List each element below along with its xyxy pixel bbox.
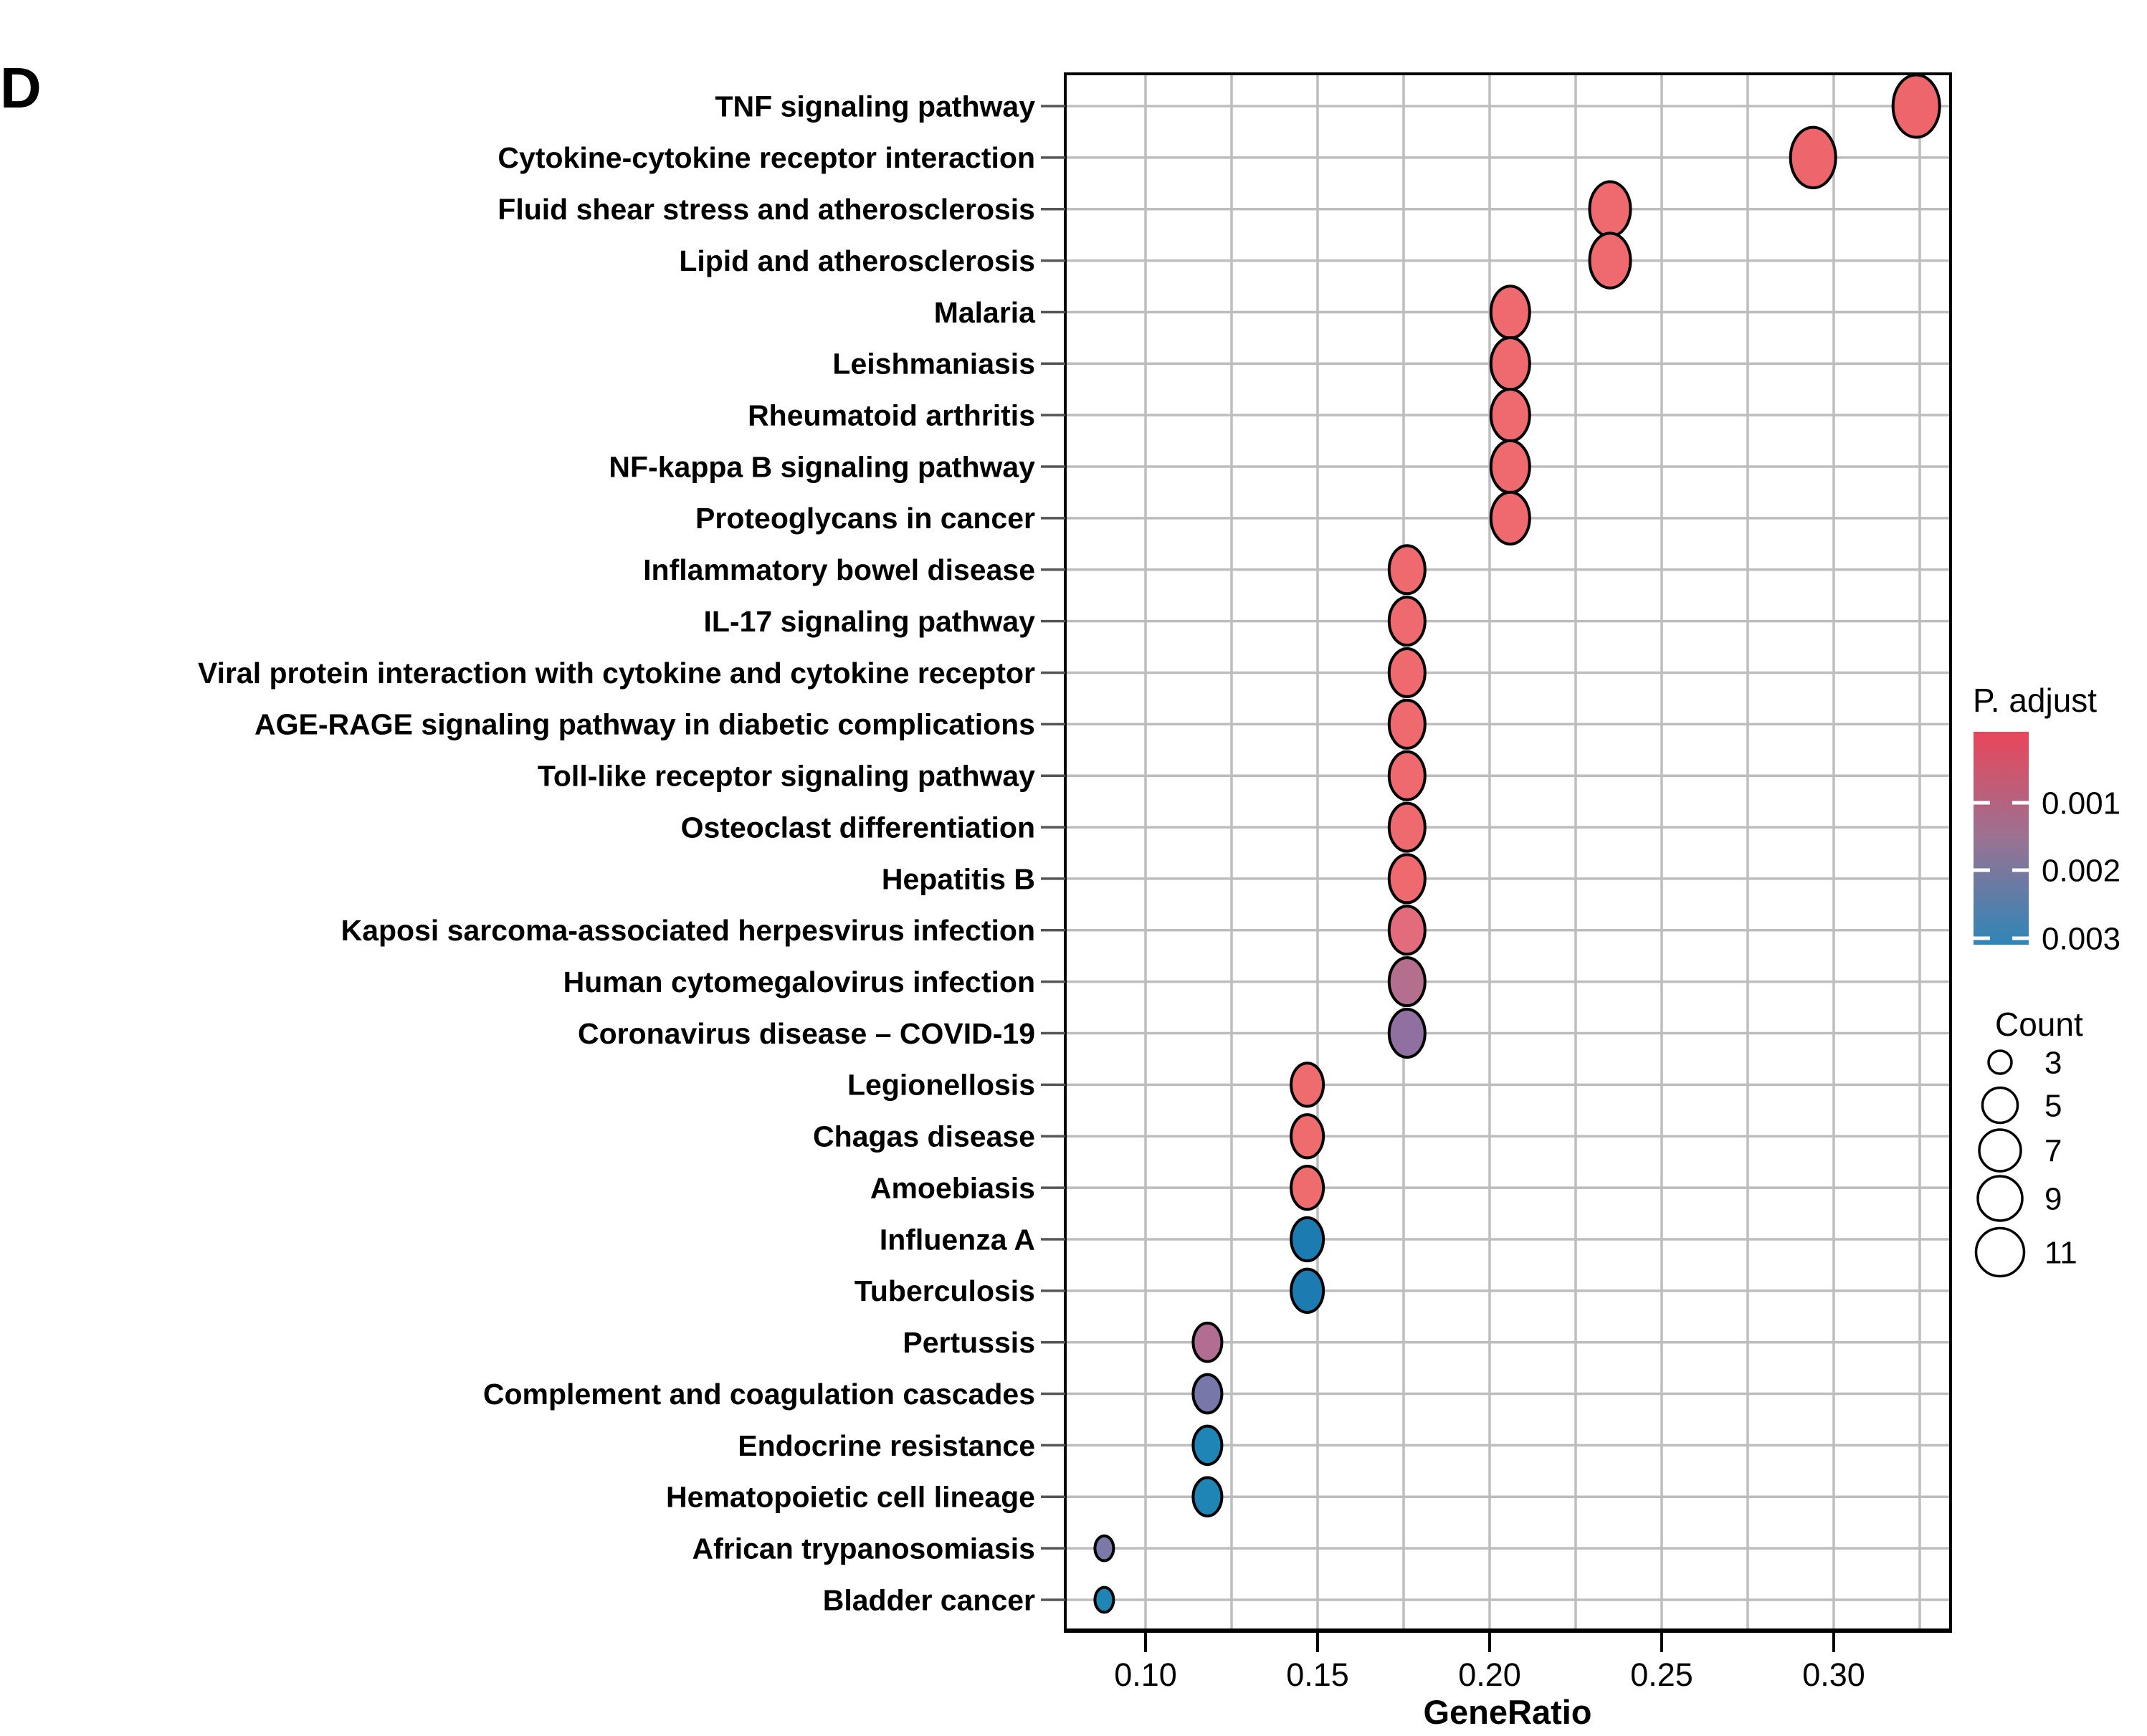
- pathway-bubble: [1891, 73, 1941, 139]
- pathway-bubble: [1489, 490, 1531, 546]
- y-axis-label: Human cytomegalovirus infection: [563, 965, 1035, 998]
- count-legend-circle: [1981, 1086, 2019, 1125]
- y-axis-label: Proteoglycans in cancer: [695, 502, 1035, 535]
- y-axis-label: Lipid and atherosclerosis: [679, 244, 1035, 277]
- pathway-bubble: [1387, 956, 1427, 1008]
- count-legend-circle: [1976, 1175, 2024, 1222]
- y-axis-label: Viral protein interaction with cytokine …: [198, 657, 1035, 690]
- y-axis-label: Legionellosis: [847, 1069, 1035, 1102]
- pathway-bubble: [1489, 285, 1531, 340]
- y-axis-label: Tuberculosis: [854, 1274, 1035, 1307]
- y-axis-label: Leishmaniasis: [832, 348, 1035, 381]
- x-axis: 0.10 0.15 0.20 0.25 0.30: [1114, 1631, 1865, 1693]
- pathway-bubble: [1191, 1321, 1224, 1363]
- count-legend-circle: [1974, 1226, 2026, 1278]
- p-adjust-tick-label: 0.001: [2042, 786, 2120, 821]
- x-axis-title: GeneRatio: [1423, 1693, 1591, 1731]
- y-axis-label: Complement and coagulation cascades: [483, 1378, 1035, 1411]
- gridlines: [1065, 74, 1951, 1631]
- x-tick-label: 0.10: [1114, 1656, 1177, 1693]
- y-axis-label: Hematopoietic cell lineage: [666, 1481, 1035, 1514]
- y-axis-label: Endocrine resistance: [738, 1429, 1035, 1462]
- pathway-bubble: [1290, 1216, 1325, 1263]
- count-legend-label: 5: [2044, 1088, 2062, 1123]
- pathway-bubble: [1489, 439, 1531, 495]
- pathway-bubble: [1387, 544, 1427, 596]
- y-axis-label: IL-17 signaling pathway: [704, 605, 1036, 638]
- pathway-bubble: [1387, 596, 1427, 647]
- pathway-bubble: [1387, 853, 1427, 905]
- x-tick-label: 0.30: [1802, 1656, 1865, 1693]
- pathway-bubble: [1387, 698, 1427, 750]
- pathway-bubble: [1489, 387, 1531, 443]
- y-axis-label: Pertussis: [903, 1326, 1035, 1359]
- legend-p-adjust: P. adjust 0.001 0.002 0.003: [1973, 682, 2120, 956]
- pathway-bubble: [1588, 232, 1632, 290]
- y-axis-label: African trypanosomiasis: [692, 1532, 1036, 1565]
- y-axis-label: Amoebiasis: [870, 1171, 1035, 1204]
- y-axis-label: Coronavirus disease – COVID-19: [578, 1017, 1035, 1050]
- y-axis-label: Rheumatoid arthritis: [748, 399, 1035, 432]
- pathway-bubble: [1093, 1534, 1115, 1563]
- count-legend-label: 7: [2044, 1133, 2062, 1168]
- pathway-bubble: [1093, 1585, 1115, 1614]
- y-axis-label: Malaria: [934, 296, 1036, 329]
- pathway-bubble: [1290, 1164, 1325, 1211]
- count-legend-circle: [1978, 1128, 2022, 1173]
- legend-p-adjust-title: P. adjust: [1973, 682, 2097, 719]
- x-tick-label: 0.15: [1286, 1656, 1349, 1693]
- y-axis-label: Bladder cancer: [823, 1583, 1035, 1616]
- y-axis-label: Osteoclast differentiation: [681, 811, 1035, 844]
- y-axis-label: Cytokine-cytokine receptor interaction: [498, 141, 1035, 174]
- bubbles: [1093, 73, 1941, 1614]
- x-tick-label: 0.20: [1458, 1656, 1521, 1693]
- y-axis-label: Toll-like receptor signaling pathway: [538, 760, 1035, 793]
- y-axis-label: Hepatitis B: [882, 862, 1035, 895]
- legend-count-title: Count: [1995, 1006, 2083, 1043]
- pathway-bubble: [1191, 1424, 1224, 1466]
- p-adjust-tick-label: 0.003: [2042, 921, 2120, 956]
- y-axis-label: Influenza A: [880, 1223, 1035, 1256]
- count-legend-label: 11: [2044, 1235, 2077, 1270]
- pathway-bubble: [1290, 1113, 1325, 1160]
- pathway-bubble: [1489, 336, 1531, 391]
- pathway-bubble: [1387, 647, 1427, 698]
- y-axis-label: Inflammatory bowel disease: [643, 553, 1035, 586]
- pathway-bubble: [1191, 1373, 1224, 1415]
- count-legend-circle: [1987, 1049, 2013, 1075]
- pathway-bubble: [1290, 1267, 1325, 1314]
- pathway-bubble: [1387, 750, 1427, 801]
- p-adjust-colorbar: [1974, 732, 2029, 945]
- pathway-bubble: [1290, 1062, 1325, 1108]
- y-axis-label: Chagas disease: [813, 1120, 1035, 1153]
- count-legend-label: 3: [2044, 1045, 2062, 1080]
- p-adjust-tick-label: 0.002: [2042, 853, 2120, 888]
- y-axis: TNF signaling pathway Cytokine-cytokine r…: [198, 90, 1065, 1616]
- legend-count: Count 3 5 7 9 11: [1974, 1006, 2083, 1278]
- y-axis-label: NF-kappa B signaling pathway: [609, 450, 1035, 483]
- pathway-bubble: [1191, 1476, 1224, 1518]
- pathway-bubble: [1387, 801, 1427, 853]
- y-axis-label: TNF signaling pathway: [715, 90, 1036, 123]
- legend-count-items: 3 5 7 9 11: [1974, 1045, 2077, 1278]
- plot-frame: [1064, 72, 1952, 1633]
- pathway-bubble: [1588, 180, 1632, 238]
- pathway-bubble: [1387, 1008, 1427, 1059]
- p-adjust-colorbar-ticks: 0.001 0.002 0.003: [1974, 786, 2120, 956]
- pathway-bubble: [1387, 905, 1427, 956]
- panel-label: D: [0, 56, 42, 120]
- y-axis-label: AGE-RAGE signaling pathway in diabetic c…: [254, 708, 1035, 741]
- pathway-bubble: [1789, 125, 1837, 190]
- y-axis-label: Fluid shear stress and atherosclerosis: [498, 193, 1035, 226]
- x-tick-label: 0.25: [1630, 1656, 1693, 1693]
- y-axis-label: Kaposi sarcoma-associated herpesvirus in…: [341, 914, 1035, 947]
- count-legend-label: 9: [2044, 1181, 2062, 1216]
